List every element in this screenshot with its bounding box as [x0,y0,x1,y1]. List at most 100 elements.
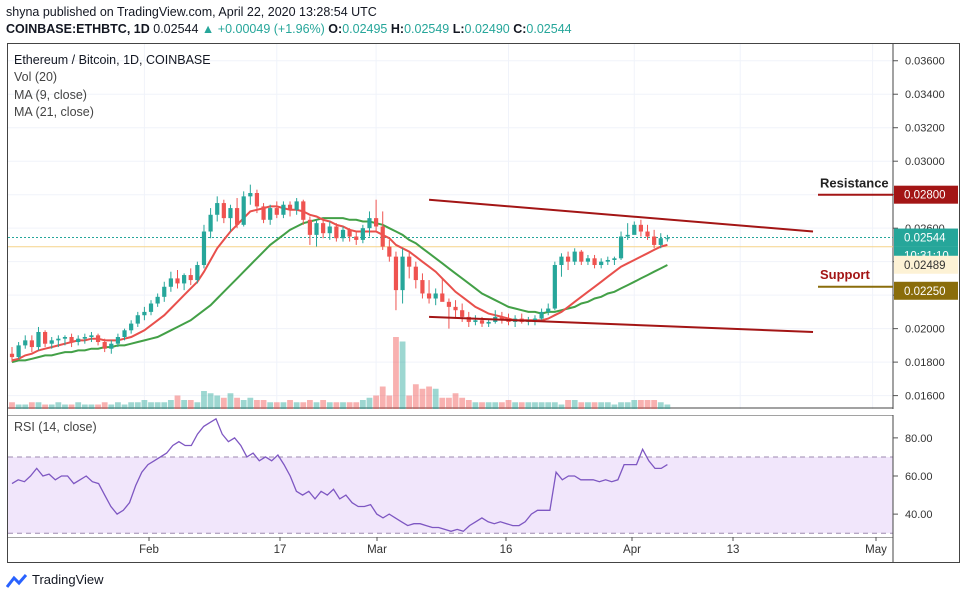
volume-bar [75,402,82,409]
volume-bar [280,402,287,409]
publish-line: shyna published on TradingView.com, Apri… [6,5,377,19]
candle-body [506,320,511,322]
volume-bar [35,402,42,409]
candle-body [579,251,584,262]
volume-bar [214,395,221,409]
candle-body [9,353,15,358]
volume-bar [353,402,360,409]
rsi-label: RSI (14, close) [14,420,97,434]
candle-body [301,201,306,220]
volume-bar [432,388,439,409]
volume-bar [498,402,505,409]
tradingview-brand[interactable]: TradingView [6,572,104,588]
volume-bar [585,402,591,409]
candle-body [221,203,226,219]
candle-body [374,218,379,227]
candle-body [142,311,147,316]
candle-body [215,203,220,215]
prev-close-badge-bg [894,255,958,274]
chart-frame[interactable] [7,43,960,563]
volume-bar [373,395,379,409]
volume-bar [644,400,651,409]
candle-body [43,331,48,344]
candle-body [62,337,68,339]
prev-close-badge: 0.02489 [904,260,946,272]
volume-bar [651,400,658,409]
volume-bar [412,384,419,409]
volume-bar [287,400,293,409]
low-value: 0.02490 [464,22,510,36]
y-tick-label: 0.03000 [905,156,945,168]
time-axis[interactable]: Feb 17 Mar 16 Apr 13 May [8,537,959,562]
candle-body [274,208,279,215]
volume-bar [42,404,48,409]
volume-bar [240,400,247,409]
candle-body [148,303,154,312]
volume-bar [465,400,472,409]
resistance-trendline [428,198,814,233]
candle-body [426,293,432,299]
volume-bar [512,402,519,409]
rsi-chart[interactable]: 80.00 60.00 40.00 [8,415,959,537]
volume-bar [525,402,532,409]
candle-body [168,278,173,287]
resistance-badge-bg [894,185,958,204]
price-chart[interactable]: 0.016000.018000.020000.022000.024000.026… [8,44,959,409]
candle-body [499,316,504,321]
candle-body [321,223,326,234]
volume-bar [406,395,413,409]
change-text: +0.00049 (+1.96%) [217,22,325,36]
volume-bar [320,400,327,409]
volume-bar [379,386,386,409]
candle-body [433,293,438,299]
candle-body [473,320,478,322]
volume-bar [426,386,432,409]
candle-body [95,335,101,343]
candle-body [612,258,617,260]
volume-bar [399,341,406,409]
volume-bar [88,404,95,409]
up-arrow-icon: ▲ [201,22,215,36]
volume-bar [333,402,340,409]
y-tick-label: 0.02000 [905,324,945,336]
publish-text: shyna published on TradingView.com, Apri… [6,5,377,19]
candle-body [652,236,657,245]
volume-bar [267,402,274,409]
candle-body [248,193,253,197]
volume-bar [9,402,15,409]
candle-body [393,256,399,291]
candle-body [82,337,87,339]
candle-body [618,236,624,259]
volume-bar [234,397,240,409]
volume-bar [48,404,55,409]
candle-body [572,251,577,262]
candle-body [453,306,458,311]
rsi-tick-label: 60.00 [905,471,933,483]
volume-bar [15,404,22,409]
candle-body [658,238,663,245]
y-tick-label: 0.03600 [905,56,945,68]
volume-bar [393,337,399,409]
volume-bar [538,402,545,409]
volume-bar [293,402,300,409]
candle-body [340,229,346,239]
volume-bar [386,395,393,409]
volume-bar [419,388,426,409]
candle-body [460,310,465,317]
candle-body [645,231,650,237]
volume-bar [571,400,578,409]
tradingview-logo-icon [6,573,28,588]
resistance-badge: 0.02800 [904,190,946,202]
volume-bar [472,402,479,409]
volume-bar [313,402,320,409]
high-value: 0.02549 [404,22,450,36]
volume-bar [485,402,492,409]
x-tick-label: 17 [274,544,287,556]
volume-bar [194,402,201,409]
candle-body [552,265,557,309]
y-tick-label: 0.03200 [905,123,945,135]
volume-bar [631,400,638,409]
legend-ma9: MA (9, close) [14,88,87,102]
candle-body [287,204,293,210]
candle-body [69,337,74,343]
